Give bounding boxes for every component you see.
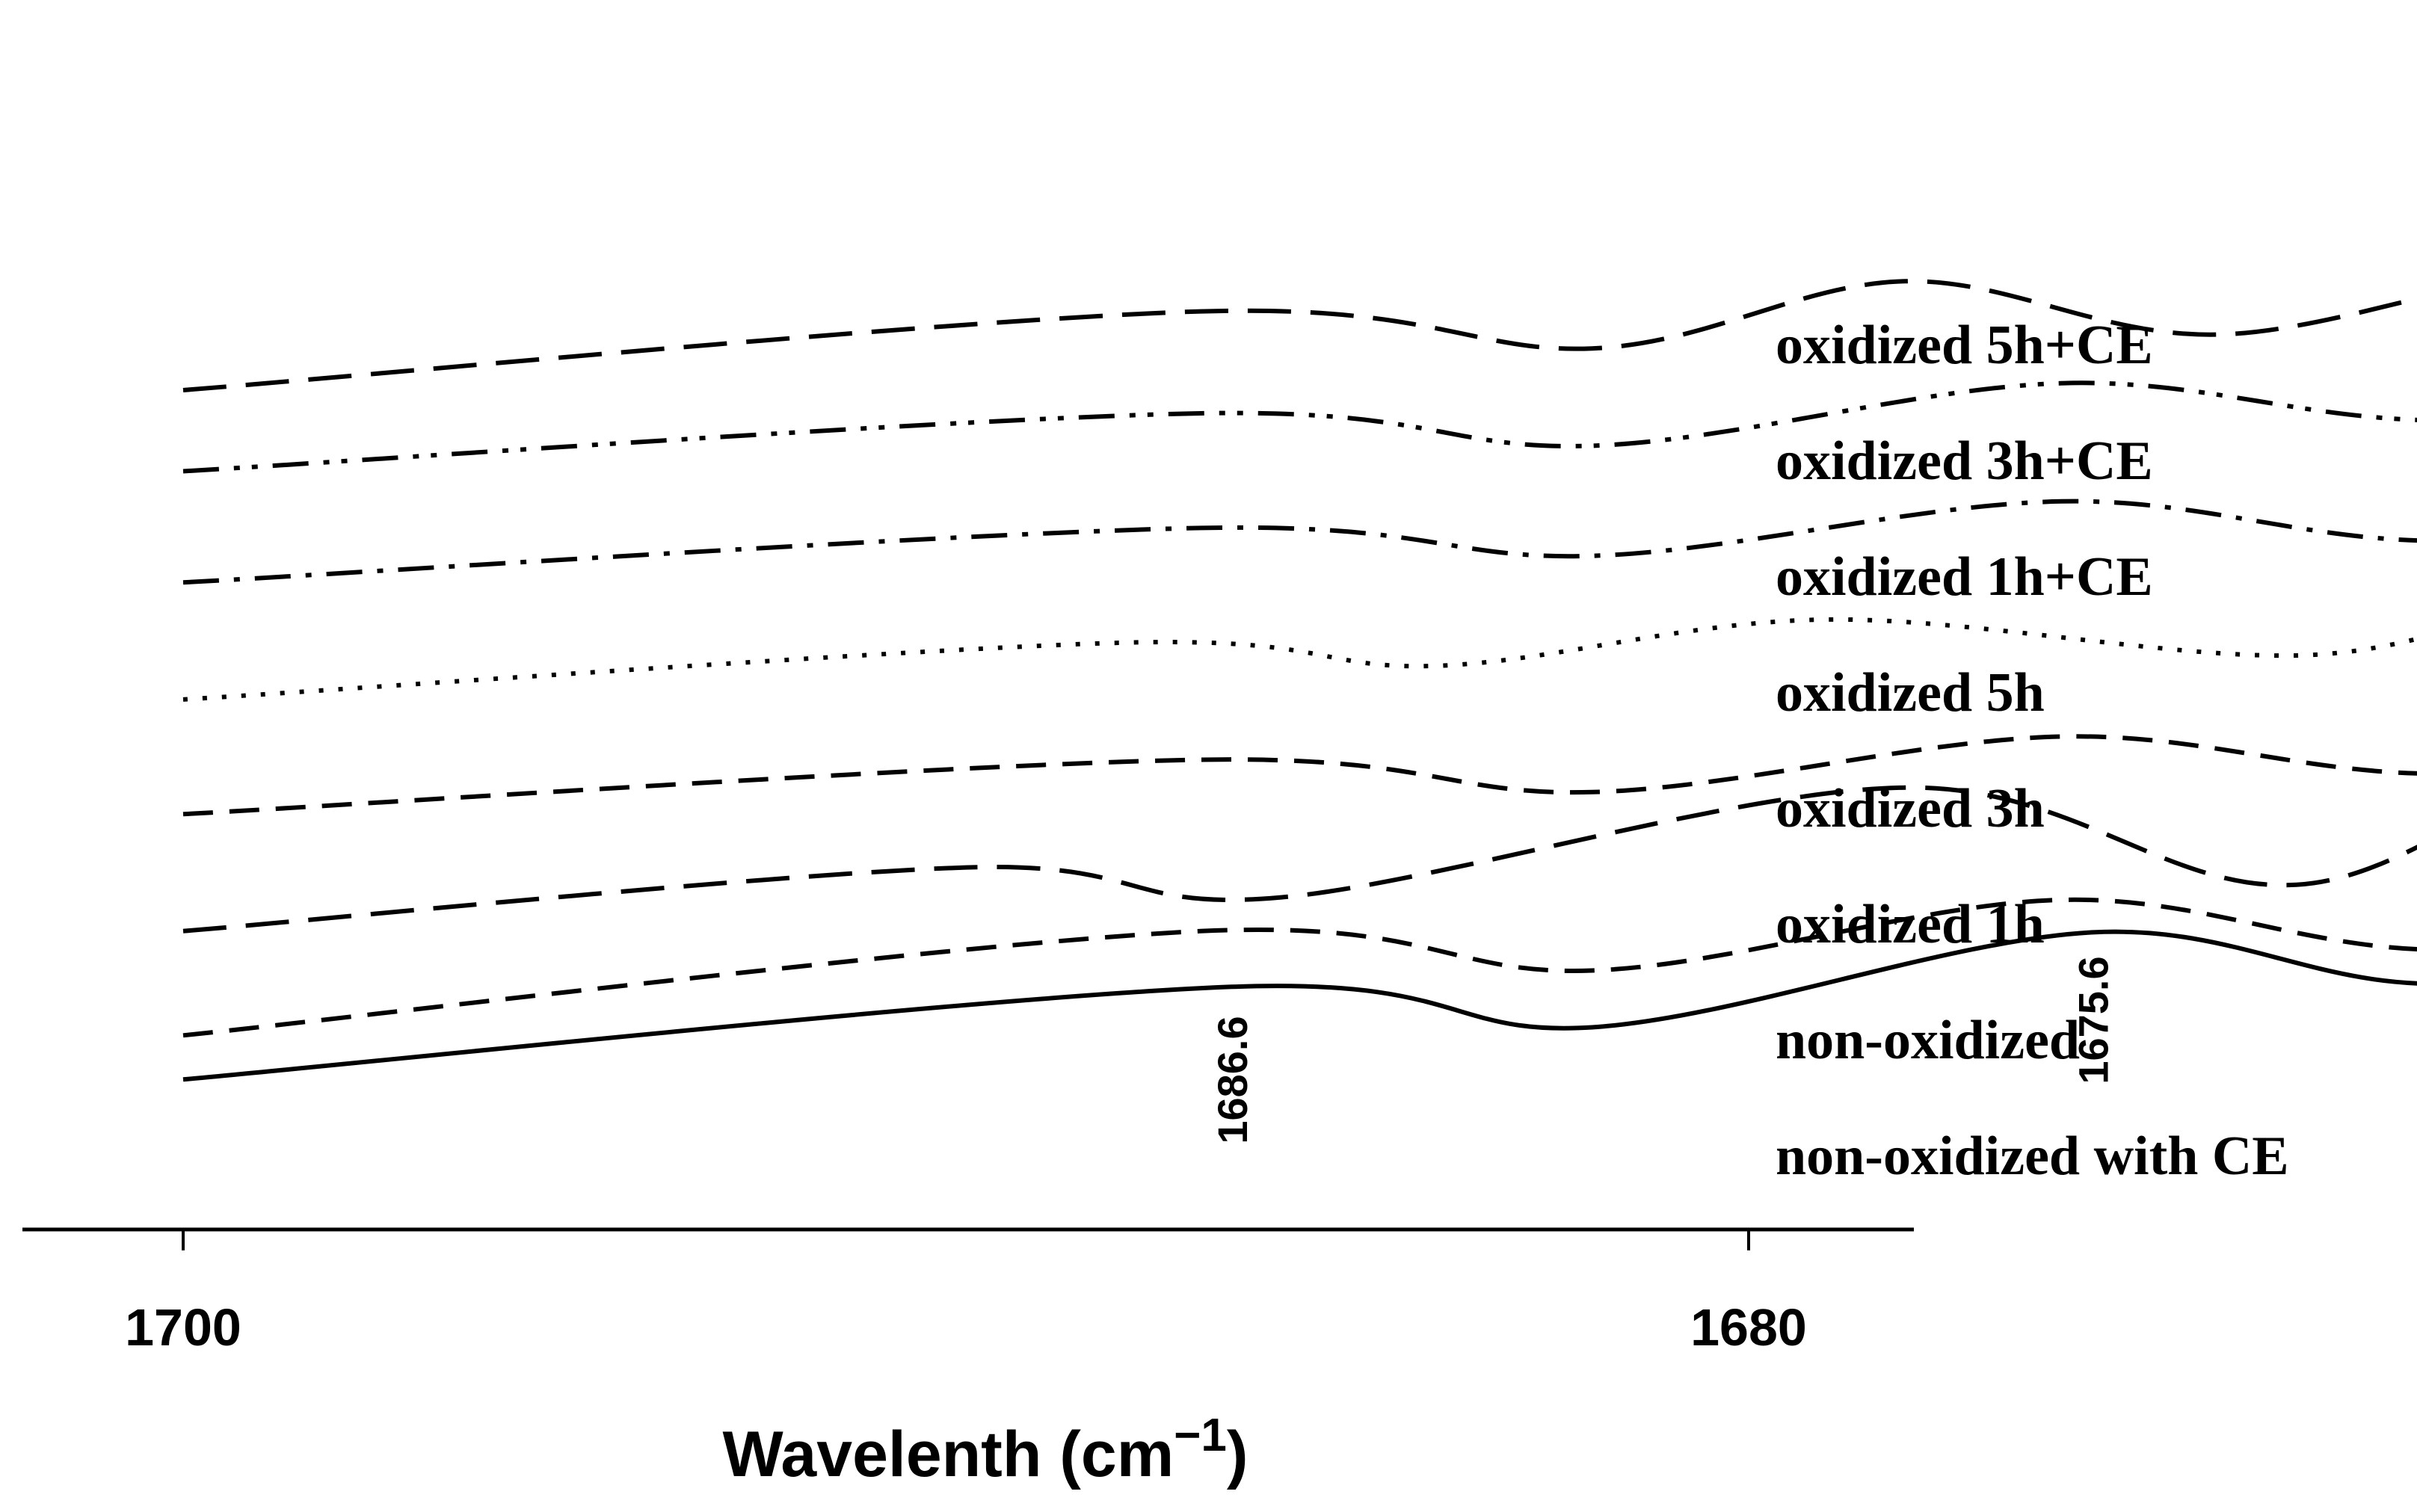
- x-axis-title: Wavelenth (cm−1): [722, 1410, 1248, 1490]
- series-line-non-oxidized: [182, 897, 2417, 1038]
- legend-label-oxidized-1h: oxidized 1h: [1776, 894, 2045, 955]
- legend-label-oxidized-3h-ce: oxidized 3h+CE: [1776, 431, 2153, 492]
- legend-labels: oxidized 5h+CE oxidized 3h+CE oxidized 1h+…: [1776, 315, 2289, 1187]
- x-tick-label-1700: 1700: [125, 1298, 241, 1357]
- series-line-non-oxidized-with-ce: [182, 929, 2417, 1082]
- series-curves: [182, 279, 2417, 1082]
- legend-label-oxidized-3h: oxidized 3h: [1776, 778, 2045, 839]
- peak-labels: 1686.61675.61665.21655.31645.11635.21625…: [1209, 956, 2117, 1144]
- legend-label-oxidized-5h: oxidized 5h: [1776, 662, 2045, 723]
- series-line-oxidized-5h-ce: [182, 279, 2417, 392]
- series-line-oxidized-3h-ce: [182, 380, 2417, 474]
- legend-label-oxidized-1h-ce: oxidized 1h+CE: [1776, 546, 2153, 608]
- series-line-oxidized-1h: [182, 785, 2417, 934]
- legend-label-oxidized-5h-ce: oxidized 5h+CE: [1776, 315, 2153, 376]
- x-tick-label-1680: 1680: [1690, 1298, 1807, 1357]
- peak-label-1675-6: 1675.6: [2070, 956, 2117, 1084]
- legend-label-non-oxidized-with-ce: non-oxidized with CE: [1776, 1126, 2289, 1187]
- legend-label-non-oxidized: non-oxidized: [1776, 1010, 2080, 1071]
- peak-label-1686-6: 1686.6: [1209, 1016, 1256, 1144]
- series-line-oxidized-1h-ce: [182, 499, 2417, 585]
- series-line-oxidized-3h: [182, 734, 2417, 817]
- x-axis: 170016801660164016201600: [22, 1227, 1914, 1357]
